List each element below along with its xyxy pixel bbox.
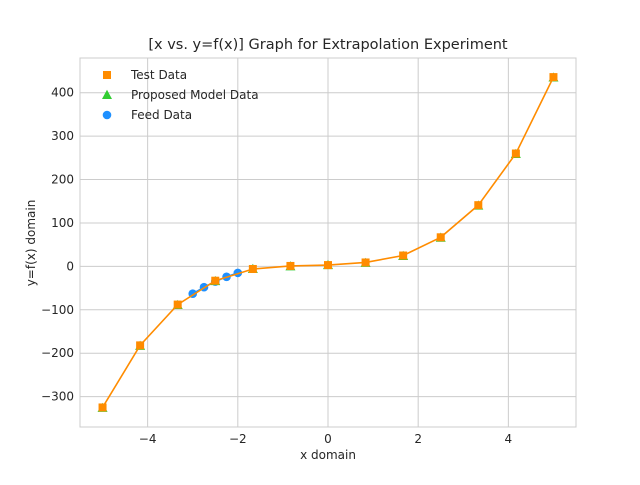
x-axis-label: x domain — [300, 448, 356, 462]
y-tick-label: 300 — [51, 129, 74, 143]
square-point — [399, 251, 408, 260]
y-tick-label: 400 — [51, 86, 74, 100]
square-point — [361, 258, 370, 267]
y-tick-label: 0 — [66, 259, 74, 273]
legend-marker — [103, 71, 111, 79]
x-tick-label: 0 — [324, 432, 332, 446]
chart-title: [x vs. y=f(x)] Graph for Extrapolation E… — [148, 37, 508, 53]
square-point — [511, 149, 520, 158]
square-point — [324, 261, 332, 270]
square-point — [173, 300, 182, 309]
legend-label: Test Data — [130, 68, 187, 82]
square-point — [98, 403, 107, 412]
square-point — [286, 261, 295, 270]
square-point — [248, 264, 257, 273]
y-axis-label: y=f(x) domain — [24, 200, 38, 287]
x-tick-label: −2 — [229, 432, 247, 446]
y-tick-label: −200 — [41, 346, 74, 360]
square-point — [474, 201, 483, 210]
x-tick-label: 2 — [414, 432, 422, 446]
y-tick-label: −100 — [41, 303, 74, 317]
y-tick-label: 200 — [51, 173, 74, 187]
legend: Test Data Proposed Model Data Feed Data — [102, 68, 259, 122]
legend-label: Feed Data — [131, 108, 192, 122]
square-point — [136, 341, 145, 350]
plot-frame — [79, 57, 577, 428]
square-point — [211, 276, 220, 285]
x-tick-label: 4 — [505, 432, 513, 446]
y-tick-label: 100 — [51, 216, 74, 230]
y-tick-label: −300 — [41, 390, 74, 404]
grid — [80, 58, 576, 427]
series-layer — [97, 72, 559, 412]
series-test-data — [98, 73, 558, 412]
legend-marker — [102, 89, 112, 99]
x-tick-label: −4 — [139, 432, 157, 446]
tick-labels: −4 −2 0 2 4 −300 −200 −100 0 100 200 300 400 — [41, 86, 512, 446]
square-point — [436, 233, 445, 242]
legend-marker — [102, 110, 112, 120]
square-point — [549, 73, 558, 82]
legend-label: Proposed Model Data — [131, 88, 259, 102]
